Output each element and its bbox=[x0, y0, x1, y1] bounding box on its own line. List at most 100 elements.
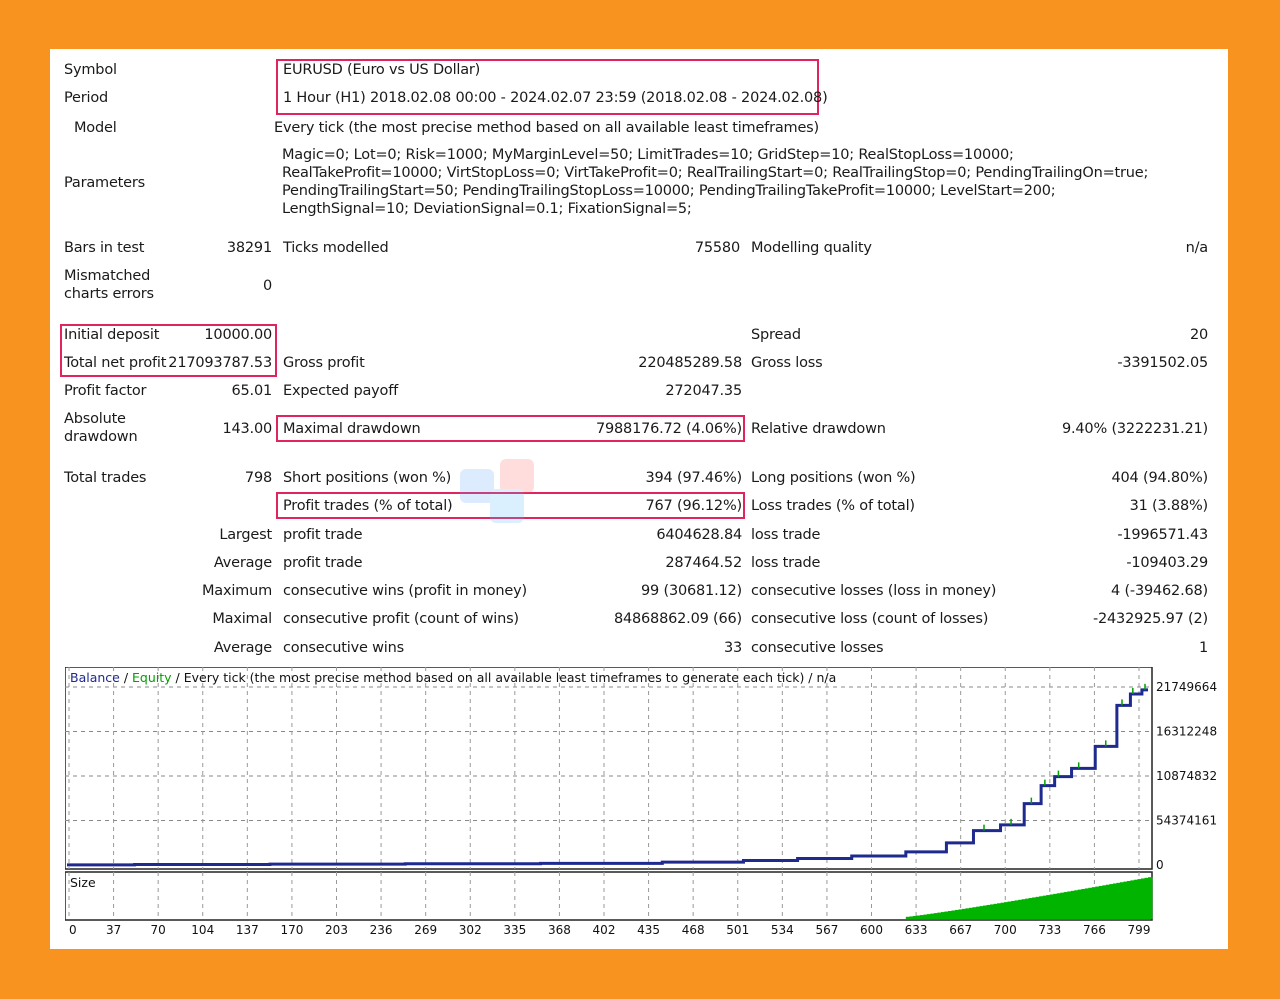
max-cons-losses-value: 4 (-39462.68) bbox=[1111, 583, 1208, 599]
x-tick-label: 203 bbox=[325, 923, 348, 937]
legend-rest: / Every tick (the most precise method ba… bbox=[172, 670, 837, 685]
size-bar bbox=[1081, 889, 1086, 919]
x-tick-label: 799 bbox=[1128, 923, 1151, 937]
absolute-dd-label-2: drawdown bbox=[64, 429, 138, 445]
size-bar bbox=[983, 905, 988, 919]
largest-profit-value: 6404628.84 bbox=[656, 527, 742, 543]
size-bar bbox=[930, 913, 935, 919]
size-bar bbox=[905, 916, 911, 919]
x-tick-label: 766 bbox=[1083, 923, 1106, 937]
profit-trades-label: Profit trades (% of total) bbox=[283, 498, 453, 514]
y-tick-label: 16312248 bbox=[1156, 725, 1217, 739]
max-cons-wins-value: 99 (30681.12) bbox=[641, 583, 742, 599]
x-tick-label: 368 bbox=[548, 923, 571, 937]
size-bar bbox=[1144, 877, 1149, 919]
size-bar bbox=[1060, 892, 1065, 919]
balance-line bbox=[67, 688, 1148, 867]
x-tick-label: 534 bbox=[771, 923, 794, 937]
spread-label: Spread bbox=[751, 327, 801, 343]
size-label: Size bbox=[70, 875, 96, 890]
x-tick-label: 435 bbox=[637, 923, 660, 937]
size-bar bbox=[965, 908, 970, 919]
size-bar bbox=[1137, 879, 1142, 919]
total-trades-value: 798 bbox=[244, 470, 272, 486]
bars-label: Bars in test bbox=[64, 240, 145, 256]
gross-loss-value: -3391502.05 bbox=[1117, 355, 1208, 371]
largest-label: Largest bbox=[219, 527, 272, 543]
x-tick-label: 567 bbox=[815, 923, 838, 937]
size-bar bbox=[923, 914, 928, 919]
size-bar bbox=[1067, 891, 1072, 919]
y-tick-label: 54374161 bbox=[1156, 814, 1217, 828]
size-bar bbox=[1126, 880, 1132, 919]
mismatched-value: 0 bbox=[262, 278, 272, 294]
size-bar bbox=[954, 909, 960, 919]
x-tick-label: 733 bbox=[1038, 923, 1061, 937]
size-bar bbox=[1074, 890, 1079, 919]
size-bar bbox=[979, 906, 984, 919]
quality-label: Modelling quality bbox=[751, 240, 872, 256]
x-tick-label: 700 bbox=[994, 923, 1017, 937]
initial-deposit-label: Initial deposit bbox=[64, 327, 160, 343]
maximal-cons-profit-label: consecutive profit (count of wins) bbox=[283, 611, 519, 627]
net-profit-value: 217093787.53 bbox=[168, 355, 272, 371]
size-bar bbox=[1123, 881, 1128, 919]
size-bar bbox=[1035, 896, 1041, 919]
size-bar bbox=[976, 906, 981, 919]
highlight-profit-trades bbox=[276, 492, 745, 519]
size-bar bbox=[1007, 901, 1013, 919]
largest-loss-label: loss trade bbox=[751, 527, 821, 543]
size-bar bbox=[1053, 893, 1058, 919]
size-bar bbox=[1116, 882, 1121, 919]
profit-factor-label: Profit factor bbox=[64, 383, 147, 399]
size-bar bbox=[1046, 895, 1051, 919]
maximal-cons-profit-value: 84868862.09 (66) bbox=[613, 611, 742, 627]
x-tick-label: 633 bbox=[905, 923, 928, 937]
period-value: 1 Hour (H1) 2018.02.08 00:00 - 2024.02.0… bbox=[283, 90, 828, 106]
profit-trades-value: 767 (96.12%) bbox=[645, 498, 743, 514]
maximum-label: Maximum bbox=[201, 583, 272, 599]
x-tick-label: 37 bbox=[106, 923, 121, 937]
average-profit-label: profit trade bbox=[283, 555, 363, 571]
max-cons-losses-label: consecutive losses (loss in money) bbox=[751, 583, 997, 599]
size-bar bbox=[944, 911, 949, 919]
average-profit-value: 287464.52 bbox=[665, 555, 742, 571]
legend-text: Balance / Equity / Every tick (the most … bbox=[70, 670, 836, 685]
gross-profit-label: Gross profit bbox=[283, 355, 365, 371]
size-bar bbox=[1070, 890, 1076, 919]
x-tick-label: 70 bbox=[151, 923, 166, 937]
highlight-max-drawdown bbox=[276, 415, 745, 442]
x-tick-label: 501 bbox=[726, 923, 749, 937]
x-tick-label: 104 bbox=[191, 923, 214, 937]
size-bar bbox=[1000, 902, 1006, 919]
report-card: Symbol EURUSD (Euro vs US Dollar) Period… bbox=[50, 49, 1228, 949]
profit-factor-value: 65.01 bbox=[231, 383, 272, 399]
x-tick-label: 402 bbox=[593, 923, 616, 937]
short-positions-label: Short positions (won %) bbox=[283, 470, 452, 486]
size-bar bbox=[1018, 899, 1023, 919]
size-bar bbox=[990, 904, 995, 919]
size-bar bbox=[1130, 880, 1135, 919]
size-bar bbox=[1021, 899, 1027, 919]
size-bar bbox=[972, 907, 977, 919]
balance-chart: Balance / Equity / Every tick (the most … bbox=[64, 666, 1225, 943]
x-tick-label: 302 bbox=[459, 923, 482, 937]
size-bar bbox=[958, 909, 963, 919]
expected-payoff-value: 272047.35 bbox=[665, 383, 742, 399]
x-tick-label: 468 bbox=[682, 923, 705, 937]
y-tick-label: 21749664 bbox=[1156, 680, 1217, 694]
average-label: Average bbox=[213, 555, 272, 571]
size-bar bbox=[993, 903, 999, 919]
legend-equity: Equity bbox=[132, 670, 172, 685]
size-bar bbox=[937, 912, 942, 919]
avg-cons-losses-label: consecutive losses bbox=[751, 640, 884, 656]
loss-trades-value: 31 (3.88%) bbox=[1129, 498, 1209, 514]
size-bar bbox=[1011, 900, 1016, 919]
bars-value: 38291 bbox=[226, 240, 272, 256]
model-value: Every tick (the most precise method base… bbox=[274, 120, 819, 136]
size-bar bbox=[1042, 895, 1048, 919]
size-bar bbox=[1004, 902, 1009, 919]
gross-profit-value: 220485289.58 bbox=[638, 355, 742, 371]
size-bar bbox=[940, 912, 946, 919]
average2-label: Average bbox=[213, 640, 272, 656]
